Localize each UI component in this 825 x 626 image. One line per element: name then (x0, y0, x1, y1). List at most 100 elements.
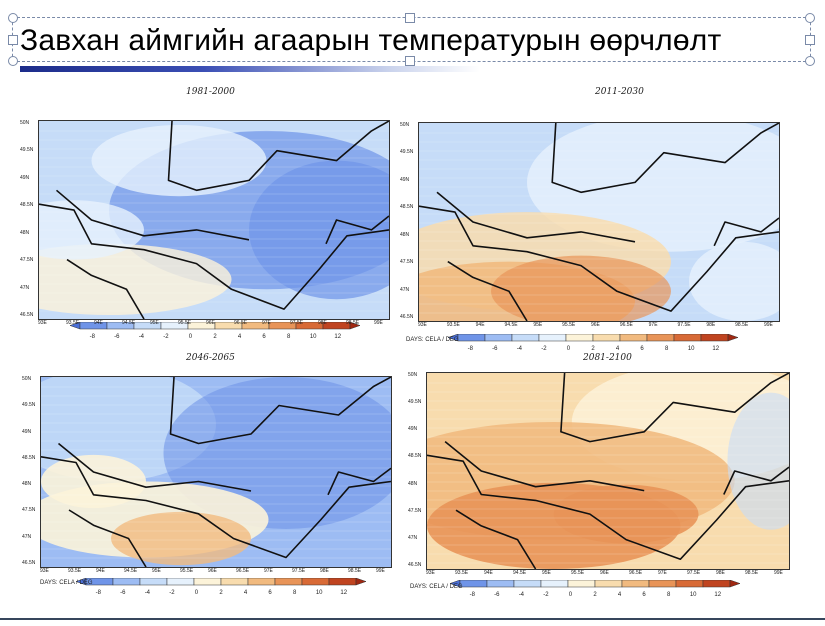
x-tick-label: 96E (591, 322, 600, 328)
colorbar-note: DAYS: CELA / DEG (40, 580, 93, 586)
x-tick-label: 94E (94, 320, 103, 326)
y-tick-label: 46.5N (408, 562, 422, 568)
x-tick-label: 96.5E (629, 570, 643, 576)
x-tick-label: 94E (475, 322, 485, 328)
temperature-map (38, 120, 390, 320)
resize-handle-icon[interactable] (8, 56, 18, 66)
boundary-line (169, 377, 391, 445)
temperature-map (426, 372, 790, 570)
colorbar-segment (274, 577, 303, 586)
boundary-line (723, 466, 789, 495)
x-tick-label: 96.5E (619, 322, 633, 328)
resize-handle-icon[interactable] (405, 56, 415, 66)
colorbar-tick-label: 12 (340, 590, 347, 596)
colorbar-tick-label: 0 (569, 592, 573, 598)
x-tick-label: 97.5E (290, 320, 304, 326)
colorbar-canvas: -8 -6 -4 -2 0 2 4 6 8 10 12 (75, 577, 367, 596)
x-tick-label: 96E (208, 568, 217, 574)
x-tick-label: 93.5E (455, 570, 469, 576)
x-tick-label: 98.5E (348, 568, 362, 574)
y-tick-label: 47.5N (20, 257, 34, 264)
y-tick-label: 47N (408, 534, 418, 541)
x-tick-label: 96E (206, 320, 215, 326)
panel-title: 2046-2065 (186, 353, 235, 363)
y-tick-label: 46.5N (400, 314, 414, 320)
y-tick-label: 48N (408, 480, 418, 487)
x-tick-label: 97E (648, 322, 658, 328)
x-tick-label: 98.5E (346, 320, 360, 326)
boundary-line (444, 440, 645, 492)
temperature-map (418, 122, 780, 322)
colorbar-segment (301, 577, 330, 586)
colorbar-tick-label: 12 (712, 346, 719, 352)
colorbar-canvas: -8 -6 -4 -2 0 2 4 6 8 10 12 (449, 579, 741, 598)
colorbar-tick-label: -6 (492, 346, 498, 352)
colorbar-segment (247, 577, 276, 586)
resize-handle-icon[interactable] (805, 56, 815, 66)
y-tick-label: 48N (400, 231, 410, 238)
resize-handle-icon[interactable] (805, 13, 815, 23)
x-tick-label: 95E (542, 570, 551, 576)
colorbar-tick-label: 10 (316, 590, 323, 596)
colorbar-segment (592, 333, 621, 342)
colorbar-tick-label: 12 (714, 592, 721, 598)
x-tick-label: 95.5E (180, 568, 194, 574)
colorbar-segment (673, 333, 702, 342)
map-canvas (419, 123, 779, 321)
temperature-region (727, 392, 789, 530)
colorbar-tick-label: 6 (640, 346, 644, 352)
boundary-line (68, 509, 147, 567)
colorbar-segment (193, 577, 222, 586)
colorbar-segment (621, 579, 650, 588)
y-tick-label: 48N (22, 481, 32, 488)
x-tick-label: 95E (533, 322, 543, 328)
colorbar-tick-label: 10 (688, 346, 695, 352)
y-tick-label: 47.5N (22, 507, 36, 514)
colorbar-tick-label: 10 (310, 334, 317, 340)
colorbar-segment (565, 333, 594, 342)
boundary-line (436, 191, 636, 243)
y-tick-label: 47N (400, 286, 410, 293)
colorbar-segment (513, 579, 542, 588)
colorbar-segment (646, 333, 675, 342)
colorbar-tick-label: -4 (139, 334, 145, 340)
x-tick-label: 95E (150, 320, 159, 326)
temperature-region (39, 243, 232, 316)
y-tick-label: 49N (20, 174, 30, 181)
colorbar-tick-label: -2 (543, 592, 549, 598)
y-tick-label: 49N (400, 176, 410, 183)
resize-handle-icon[interactable] (805, 35, 815, 45)
colorbar-tick-label: -2 (163, 334, 169, 340)
resize-handle-icon[interactable] (8, 13, 18, 23)
boundary-line (327, 467, 391, 496)
y-tick-label: 47.5N (408, 507, 422, 514)
colorbar-tick-label: 6 (262, 334, 266, 340)
x-tick-label: 93E (38, 320, 47, 326)
boundary-line (713, 217, 779, 247)
boundary-line (447, 260, 528, 321)
colorbar-tick-label: -8 (468, 346, 474, 352)
y-tick-label: 50N (408, 372, 418, 378)
x-tick-label: 94.5E (513, 570, 527, 576)
y-tick-label: 48.5N (20, 202, 34, 209)
x-tick-label: 97.5E (677, 322, 691, 328)
colorbar-tick-label: 4 (238, 334, 242, 340)
colorbar-tick-label: -2 (169, 590, 175, 596)
x-tick-label: 94.5E (124, 568, 138, 574)
x-tick-label: 93E (40, 568, 49, 574)
slide-title[interactable]: Завхан аймгийн агаарын температурын өөрч… (20, 24, 722, 57)
colorbar-segment (619, 333, 648, 342)
colorbar-segment (648, 579, 677, 588)
colorbar-note: DAYS: CELA / DEG (406, 337, 459, 343)
resize-handle-icon[interactable] (8, 35, 18, 45)
x-tick-label: 95E (152, 568, 161, 574)
x-tick-label: 97E (264, 568, 273, 574)
x-tick-label: 99E (774, 570, 783, 576)
y-tick-label: 50N (20, 120, 30, 126)
boundary-line (57, 442, 252, 492)
x-tick-label: 98E (706, 322, 716, 328)
colorbar-tick-label: 4 (618, 592, 622, 598)
boundary-line (419, 205, 779, 312)
colorbar-segment (727, 333, 739, 342)
resize-handle-icon[interactable] (405, 13, 415, 23)
